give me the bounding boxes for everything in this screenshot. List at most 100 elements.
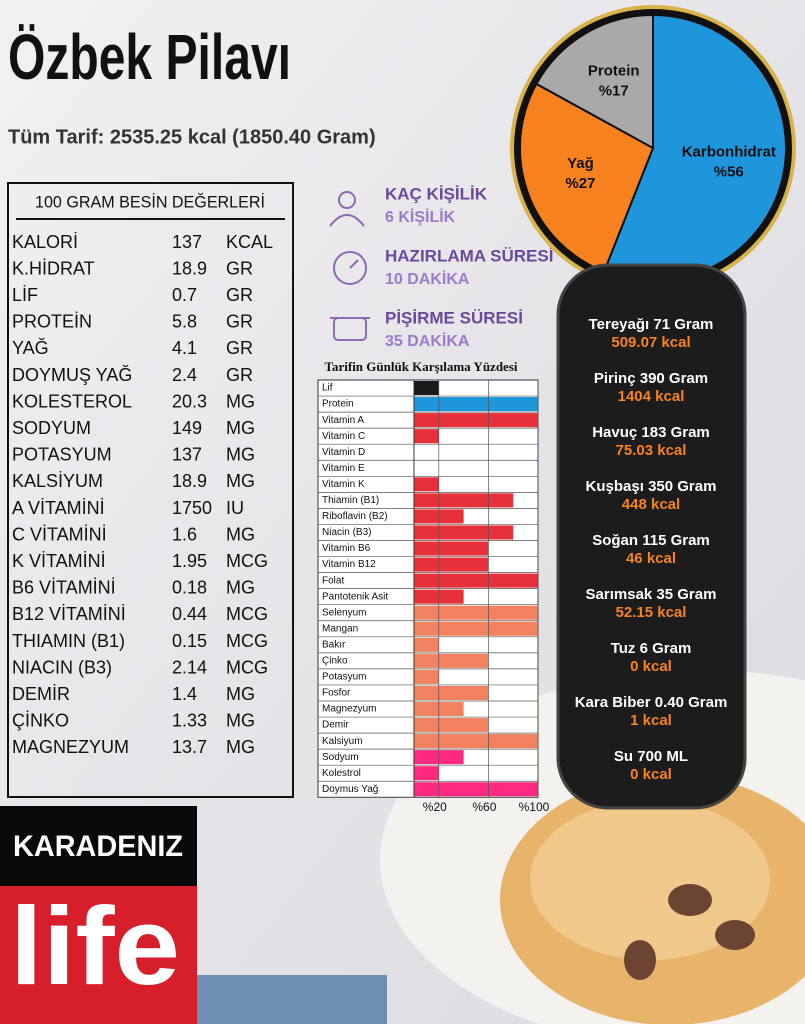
nutrient-name: K VİTAMİNİ (12, 551, 106, 571)
nutrient-unit: GR (226, 285, 253, 305)
nutrient-name: POTASYUM (12, 445, 112, 465)
nutrient-name: ÇİNKO (12, 711, 69, 731)
slice-label: %17 (599, 83, 629, 100)
nutrient-unit: GR (226, 365, 253, 385)
nutrient-name: DEMİR (12, 684, 70, 704)
nutrient-unit: MG (226, 711, 255, 731)
pie-slice (535, 13, 654, 150)
nutrient-unit: MCG (226, 657, 268, 677)
x-tick-label: %100 (519, 800, 550, 814)
nutrition-box (7, 182, 294, 798)
nutrient-amount: 137 (172, 445, 202, 465)
bar (414, 734, 538, 749)
ingredient-name: Pirinç 390 Gram (594, 370, 708, 387)
nutrient-unit: GR (226, 312, 253, 332)
bar-category: Selenyum (322, 607, 366, 618)
bar-category: Vitamin D (322, 447, 365, 458)
brand-name: KARADENIZ (13, 830, 183, 863)
nutrient-name: PROTEİN (12, 312, 92, 332)
nutrient-amount: 5.8 (172, 312, 197, 332)
bar (414, 413, 538, 428)
ingredient-kcal: 448 kcal (622, 496, 680, 513)
table-cloth (197, 975, 387, 1024)
nutrient-amount: 149 (172, 418, 202, 438)
slice-label: %56 (714, 163, 744, 180)
ingredient-name: Tuz 6 Gram (611, 640, 692, 657)
nutrient-name: LİF (12, 285, 38, 305)
nutrient-name: A VİTAMİNİ (12, 498, 105, 518)
bar-category: Fosfor (322, 688, 351, 699)
nutrient-amount: 1750 (172, 498, 212, 518)
ingredient-kcal: 0 kcal (630, 766, 672, 783)
info-label: PİŞİRME SÜRESİ (385, 308, 523, 327)
bar-category: Niacin (B3) (322, 527, 371, 538)
nutrient-name: B6 VİTAMİNİ (12, 578, 116, 598)
brand-logo: life (10, 885, 180, 1008)
ingredient-kcal: 1404 kcal (618, 388, 685, 405)
bar (414, 782, 538, 797)
ingredient-name: Kuşbaşı 350 Gram (586, 478, 717, 495)
nutrient-amount: 13.7 (172, 737, 207, 757)
bar-category: Vitamin E (322, 463, 365, 474)
ingredient-kcal: 46 kcal (626, 550, 676, 567)
bar (414, 541, 489, 556)
bar-category: Pantotenik Asit (322, 591, 388, 602)
bar-chart: Tarifin Günlük Karşılama Yüzdesi Lif Prote… (317, 359, 550, 814)
nutrient-amount: 1.33 (172, 711, 207, 731)
ingredient-name: Kara Biber 0.40 Gram (575, 694, 728, 711)
bar-category: Vitamin A (322, 415, 364, 426)
nutrient-unit: MCG (226, 631, 268, 651)
nutrient-amount: 0.15 (172, 631, 207, 651)
bar-category: Folat (322, 575, 344, 586)
nutrient-name: NIACIN (B3) (12, 657, 112, 677)
info: KAÇ KİŞİLİK 6 KİŞİLİK HAZIRLAMA SÜRESİ 10 D… (385, 184, 553, 350)
nutrient-unit: MG (226, 445, 255, 465)
ingredient-name: Tereyağı 71 Gram (589, 316, 714, 333)
subtitle: Tüm Tarif: 2535.25 kcal (1850.40 Gram) (8, 126, 376, 148)
nutrient-amount: 0.44 (172, 604, 207, 624)
nutrient-amount: 2.14 (172, 657, 207, 677)
nutrient-unit: MCG (226, 551, 268, 571)
people-icon (338, 191, 356, 209)
nutrient-name: B12 VİTAMİNİ (12, 604, 126, 624)
slice-label: %27 (565, 175, 595, 192)
bar-category: Protein (322, 399, 354, 410)
nutrient-name: KOLESTEROL (12, 391, 132, 411)
bar (414, 525, 514, 540)
bar-category: Potasyum (322, 672, 366, 683)
ingredient-name: Havuç 183 Gram (592, 424, 710, 441)
ingredient-name: Soğan 115 Gram (592, 532, 710, 549)
bar-category: Vitamin C (322, 431, 365, 442)
meat (715, 920, 755, 950)
ingredient-name: Sarımsak 35 Gram (586, 586, 717, 603)
nutrient-amount: 2.4 (172, 365, 197, 385)
ingredient-kcal: 509.07 kcal (611, 334, 690, 351)
slice-name: Yağ (567, 155, 594, 172)
bar-category: Doymus Yağ (322, 784, 378, 795)
bar-title: Tarifin Günlük Karşılama Yüzdesi (325, 359, 518, 374)
nutrient-amount: 0.18 (172, 578, 207, 598)
bar-category: Kolestrol (322, 768, 361, 779)
ingredient-kcal: 0 kcal (630, 658, 672, 675)
nutrient-amount: 20.3 (172, 391, 207, 411)
bar-category: Vitamin B6 (322, 543, 371, 554)
nutrient-amount: 137 (172, 232, 202, 252)
nutrient-amount: 0.7 (172, 285, 197, 305)
nutrient-name: MAGNEZYUM (12, 737, 129, 757)
ingredient-kcal: 1 kcal (630, 712, 672, 729)
bar (414, 669, 439, 684)
rice-top (530, 800, 770, 960)
bar (414, 381, 439, 396)
slice-name: Protein (588, 63, 640, 80)
info-label: HAZIRLAMA SÜRESİ (385, 246, 553, 265)
bar (414, 429, 439, 444)
bar (414, 493, 514, 508)
bar-category: Vitamin K (322, 479, 365, 490)
nutrient-unit: MG (226, 418, 255, 438)
people-icon (329, 214, 365, 227)
nutrient-amount: 4.1 (172, 338, 197, 358)
nutrient-unit: MG (226, 391, 255, 411)
nutrient-unit: MG (226, 737, 255, 757)
bar-category: Mangan (322, 623, 358, 634)
brand-bottom (0, 886, 197, 1024)
